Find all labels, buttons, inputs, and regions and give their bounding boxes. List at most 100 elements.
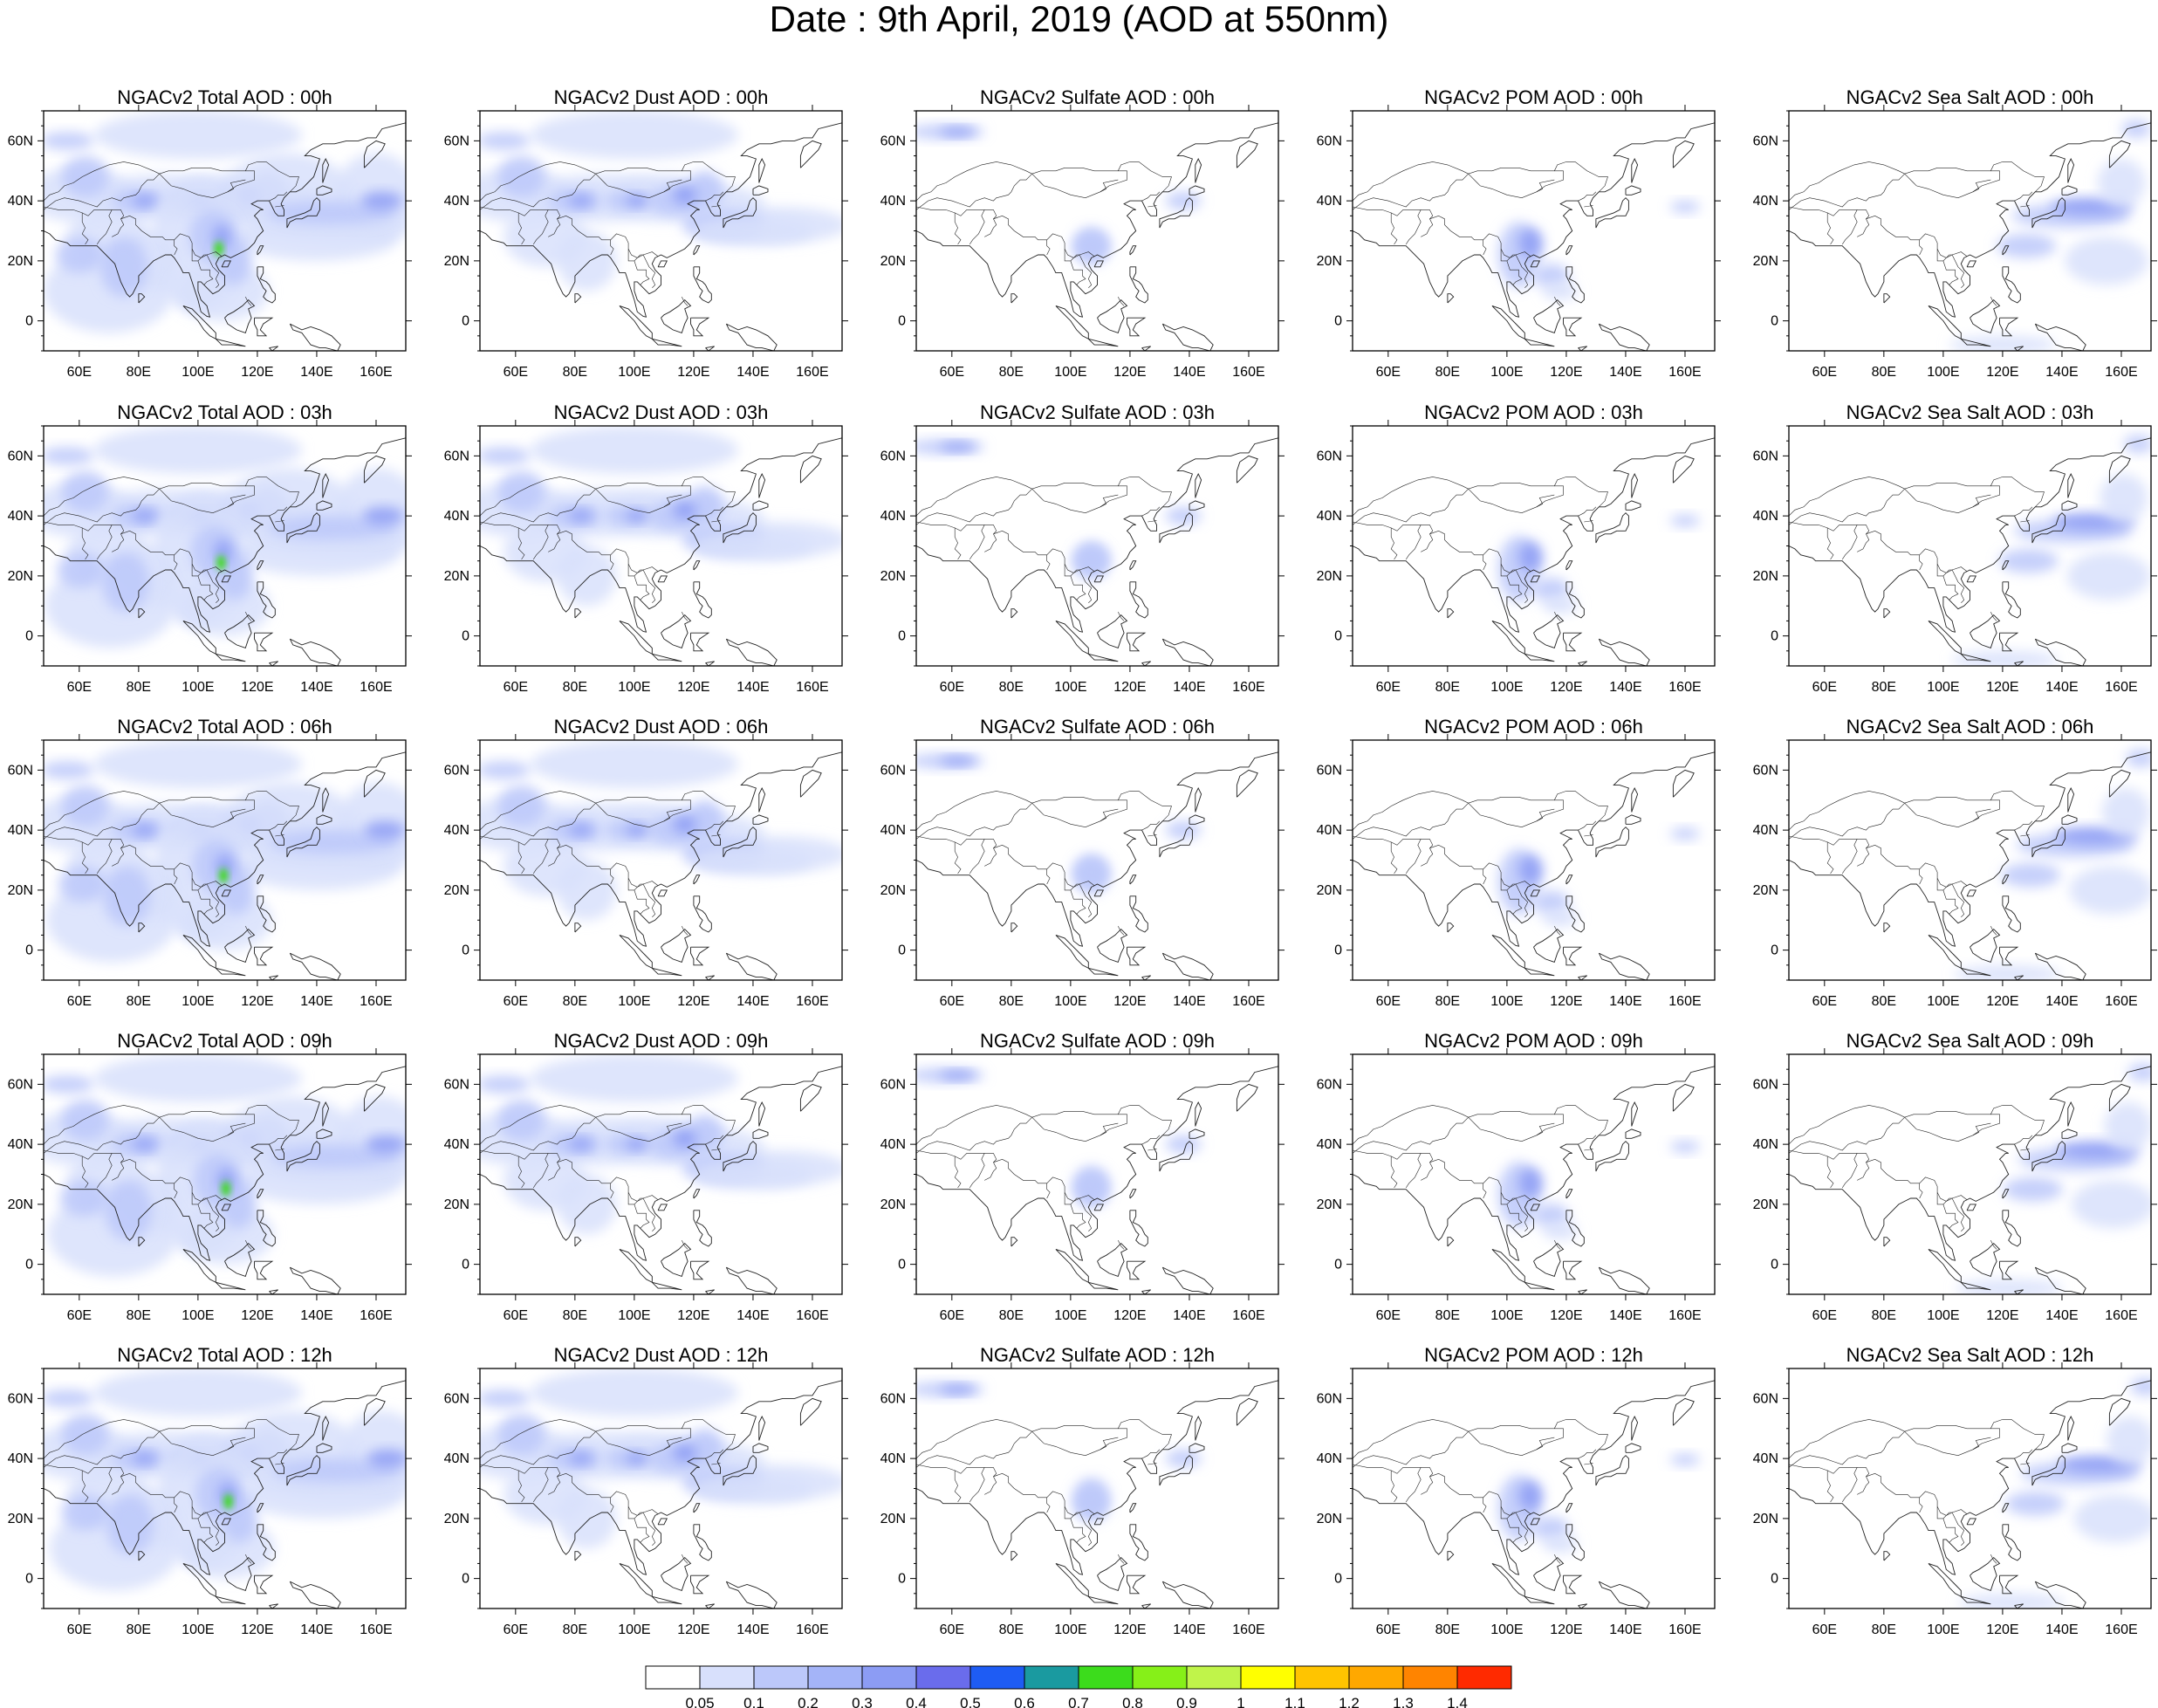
map-panel: NGACv2 Total AOD : 12h 60N 40N 20N 0 60E 80E 10… (8, 1344, 412, 1637)
lon-tick-label: 80E (1872, 1308, 1896, 1323)
aod-patch (688, 799, 723, 836)
map-panel: NGACv2 Total AOD : 09h 60N 40N 20N 0 60E 80E 10… (8, 1030, 412, 1323)
lat-tick-label: 20N (8, 1197, 33, 1212)
lon-tick-label: 160E (2105, 365, 2137, 380)
aod-patch (673, 501, 697, 519)
aod-patch (1670, 514, 1700, 527)
lon-tick-label: 120E (241, 680, 273, 695)
aod-patch (44, 1075, 94, 1094)
borders (480, 161, 736, 306)
panel-title: NGACv2 Sulfate AOD : 00h (980, 86, 1215, 108)
lon-tick-label: 100E (618, 680, 650, 695)
lon-tick-label: 120E (1113, 1308, 1146, 1323)
lat-tick-label: 40N (1753, 1137, 1778, 1152)
lat-tick-label: 0 (898, 1572, 906, 1587)
lon-tick-label: 160E (2105, 1308, 2137, 1323)
lon-tick-label: 120E (1550, 680, 1582, 695)
lon-tick-label: 80E (127, 680, 151, 695)
aod-patch (133, 824, 157, 836)
borders (1353, 477, 1608, 621)
aod-patch (2107, 1416, 2151, 1464)
lat-tick-label: 0 (898, 943, 906, 958)
lat-tick-label: 0 (1771, 1572, 1778, 1587)
lon-tick-label: 120E (677, 1622, 709, 1637)
aod-patch (1951, 650, 2059, 666)
coastlines (1353, 1066, 1715, 1294)
lon-tick-label: 100E (1927, 365, 1959, 380)
lat-tick-label: 40N (880, 1137, 906, 1152)
lat-tick-label: 0 (462, 1258, 469, 1272)
lat-tick-label: 20N (1317, 1512, 1342, 1526)
lon-tick-label: 60E (1376, 365, 1401, 380)
colorbar-swatch (969, 1665, 1025, 1690)
lat-tick-label: 20N (8, 1512, 33, 1526)
lat-tick-label: 60N (1753, 763, 1778, 778)
lon-tick-label: 100E (1490, 1622, 1523, 1637)
panel-title: NGACv2 POM AOD : 09h (1424, 1030, 1643, 1052)
aod-patch (364, 820, 406, 840)
aod-field (44, 1054, 406, 1294)
aod-patch (557, 545, 617, 607)
lon-tick-label: 60E (504, 680, 528, 695)
coastlines (480, 122, 842, 351)
lon-tick-label: 140E (2045, 680, 2078, 695)
lon-tick-label: 80E (1435, 1622, 1460, 1637)
aod-patch (2069, 866, 2151, 915)
lat-tick-label: 20N (880, 254, 906, 269)
lat-tick-label: 40N (1753, 1451, 1778, 1466)
lon-tick-label: 160E (1668, 365, 1701, 380)
lat-tick-label: 60N (444, 763, 469, 778)
lon-tick-label: 80E (563, 680, 587, 695)
aod-patch (557, 230, 617, 292)
lat-tick-label: 60N (1317, 449, 1342, 463)
aod-patch (557, 860, 617, 921)
lon-tick-label: 120E (1550, 365, 1582, 380)
aod-field (480, 740, 842, 980)
lat-tick-label: 60N (1753, 449, 1778, 463)
lat-tick-label: 40N (8, 1137, 33, 1152)
aod-patch (569, 510, 593, 522)
aod-patch (625, 195, 649, 207)
aod-patch (99, 237, 147, 298)
aod-patch (61, 470, 109, 513)
lon-tick-label: 120E (241, 1308, 273, 1323)
lon-tick-label: 140E (300, 994, 332, 1009)
colorbar-swatch (1024, 1665, 1079, 1690)
panel-title: NGACv2 Total AOD : 03h (117, 401, 332, 423)
aod-patch (1997, 233, 2057, 258)
aod-patch (1949, 335, 2057, 351)
lon-tick-label: 160E (1668, 1622, 1701, 1637)
aod-patch (93, 426, 303, 474)
lon-tick-label: 100E (182, 365, 214, 380)
panel-title: NGACv2 Dust AOD : 00h (554, 86, 769, 108)
lat-tick-label: 0 (25, 1572, 33, 1587)
lon-tick-label: 60E (67, 994, 92, 1009)
lon-tick-label: 160E (1232, 994, 1264, 1009)
aod-patch (1670, 1141, 1700, 1153)
lon-tick-label: 80E (1435, 680, 1460, 695)
map-panel: NGACv2 Total AOD : 00h 60N 40N 20N 0 60E 80E 10… (8, 86, 412, 380)
lat-tick-label: 60N (8, 134, 33, 148)
aod-patch (1533, 1516, 1570, 1541)
coastlines (44, 437, 406, 666)
lon-tick-label: 80E (999, 994, 1024, 1009)
lon-tick-label: 140E (736, 365, 769, 380)
aod-patch (940, 756, 976, 766)
aod-patch (2121, 120, 2151, 138)
aod-patch (530, 1368, 738, 1416)
aod-patch (2066, 552, 2151, 600)
aod-patch (694, 216, 812, 246)
aod-patch (688, 1114, 723, 1150)
aod-patch (1542, 1221, 1579, 1240)
aod-patch (362, 506, 405, 525)
aod-patch (44, 1389, 94, 1408)
aod-patch (216, 555, 226, 571)
lat-tick-label: 20N (1317, 883, 1342, 898)
aod-patch (1670, 1453, 1700, 1466)
map-panel: NGACv2 POM AOD : 06h 60N 40N 20N 0 60E 80E 100E… (1317, 716, 1721, 1009)
panel-title: NGACv2 Dust AOD : 12h (554, 1344, 769, 1366)
colorbar-label: 0.4 (906, 1695, 927, 1708)
coastlines (480, 1380, 842, 1609)
aod-patch (694, 1473, 812, 1504)
lat-tick-label: 60N (1317, 134, 1342, 148)
